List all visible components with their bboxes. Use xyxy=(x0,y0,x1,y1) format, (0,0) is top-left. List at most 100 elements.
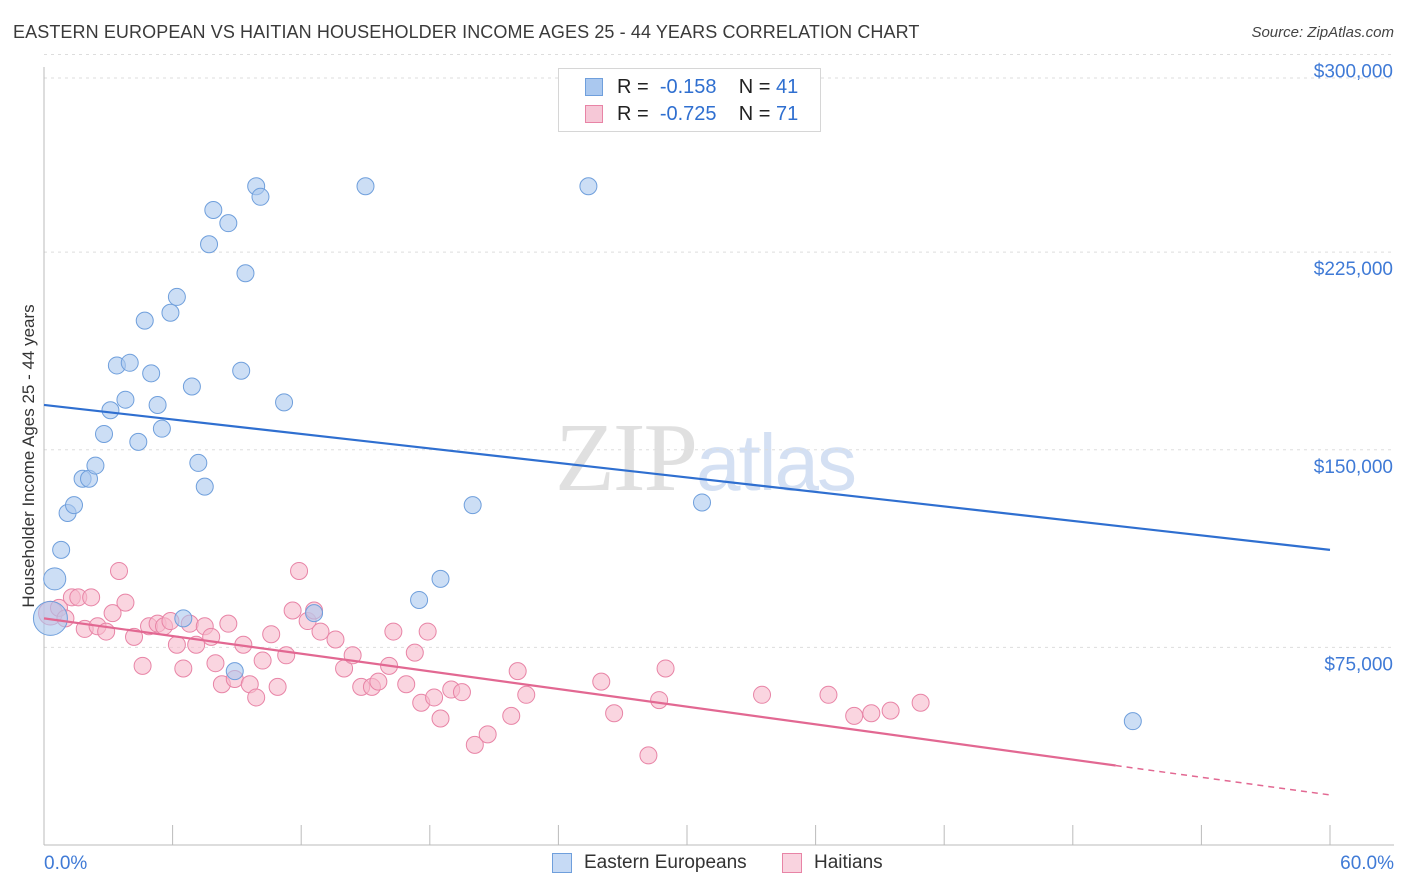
haitian-point xyxy=(845,706,864,725)
legend-r-value: -0.158 xyxy=(659,75,717,98)
haitian-point xyxy=(881,701,900,720)
eastern-european-point xyxy=(305,604,324,623)
eastern-european-point xyxy=(225,662,244,681)
haitian-point xyxy=(110,561,129,580)
legend-label-eastern-europeans: Eastern Europeans xyxy=(584,852,747,873)
eastern-european-point xyxy=(86,456,105,475)
haitian-point xyxy=(262,625,281,644)
eastern-european-point xyxy=(52,540,71,559)
eastern-european-point xyxy=(275,393,294,412)
haitian-point xyxy=(418,622,437,641)
legend-r-value: -0.725 xyxy=(659,102,717,125)
haitian-point xyxy=(311,622,330,641)
legend-r-label: R = xyxy=(617,75,649,98)
haitian-point xyxy=(290,561,309,580)
x-tick-label-min: 0.0% xyxy=(44,853,87,874)
haitian-point xyxy=(465,735,484,754)
eastern-european-point xyxy=(1123,712,1142,731)
haitian-point xyxy=(174,659,193,678)
haitian-point xyxy=(592,672,611,691)
y-tick-label: $225,000 xyxy=(1314,259,1393,280)
legend-item-eastern-europeans: Eastern Europeans xyxy=(552,852,747,874)
source-label: Source: ZipAtlas.com xyxy=(1251,24,1394,41)
eastern-european-point xyxy=(95,424,114,443)
eastern-european-point xyxy=(65,496,84,515)
haitian-point xyxy=(753,685,772,704)
eastern-european-point xyxy=(579,177,598,196)
eastern-european-point xyxy=(182,377,201,396)
eastern-european-point xyxy=(200,235,219,254)
eastern-europeans-points xyxy=(32,177,1142,731)
haitian-point xyxy=(167,635,186,654)
haitian-point xyxy=(478,725,497,744)
legend-row-eastern-europeans: R = -0.158 N = 41 xyxy=(585,75,798,99)
legend-n-label: N = xyxy=(738,75,771,98)
eastern-european-point xyxy=(463,496,482,515)
haitian-point xyxy=(253,651,272,670)
haitian-point xyxy=(639,746,658,765)
legend-row-haitians: R = -0.725 N = 71 xyxy=(585,102,798,126)
watermark-atlas: atlas xyxy=(696,418,857,507)
legend-swatch-pink xyxy=(782,853,802,873)
haitian-point xyxy=(125,627,144,646)
y-axis-tick-labels: $75,000 $150,000 $225,000 $300,000 xyxy=(1314,62,1393,676)
haitian-point xyxy=(452,683,471,702)
eastern-european-point xyxy=(236,264,255,283)
trend-line-haitians xyxy=(43,617,1116,767)
haitian-point xyxy=(517,685,536,704)
haitian-point xyxy=(425,688,444,707)
trend-line-extension xyxy=(1115,764,1331,796)
y-tick-label: $150,000 xyxy=(1314,457,1393,478)
axes xyxy=(43,67,1394,846)
haitian-point xyxy=(862,704,881,723)
legend-n-value: 71 xyxy=(776,102,799,125)
haitian-point xyxy=(206,654,225,673)
legend-n-label: N = xyxy=(738,102,771,125)
grid-lines xyxy=(44,54,1394,648)
haitian-point xyxy=(397,675,416,694)
correlation-legend: R = -0.158 N = 41 R = -0.725 N = 71 xyxy=(558,68,821,132)
eastern-european-point xyxy=(101,401,120,420)
eastern-european-point xyxy=(410,590,429,609)
eastern-european-point xyxy=(189,453,208,472)
eastern-european-point xyxy=(148,395,167,414)
legend-label-haitians: Haitians xyxy=(814,852,883,873)
haitian-point xyxy=(502,706,521,725)
eastern-european-point xyxy=(129,432,148,451)
haitian-point xyxy=(268,677,287,696)
legend-item-haitians: Haitians xyxy=(782,852,883,874)
haitian-point xyxy=(911,693,930,712)
haitian-point xyxy=(283,601,302,620)
watermark-zip: ZIP xyxy=(555,404,698,512)
haitian-point xyxy=(219,614,238,633)
haitian-point xyxy=(431,709,450,728)
series-legend: Eastern Europeans Haitians xyxy=(0,852,1406,878)
eastern-european-point xyxy=(693,493,712,512)
haitian-point xyxy=(133,656,152,675)
eastern-european-point xyxy=(152,419,171,438)
haitian-point xyxy=(82,588,101,607)
haitian-point xyxy=(605,704,624,723)
eastern-european-point xyxy=(219,214,238,233)
haitian-point xyxy=(384,622,403,641)
eastern-european-point xyxy=(431,569,450,588)
trend-line-eastern-europeans xyxy=(43,403,1331,551)
eastern-european-point xyxy=(232,361,251,380)
legend-n-value: 41 xyxy=(776,75,799,98)
eastern-european-point xyxy=(43,567,67,591)
eastern-european-point xyxy=(135,311,154,330)
haitian-point xyxy=(103,604,122,623)
y-tick-label: $75,000 xyxy=(1324,654,1393,675)
chart-title: EASTERN EUROPEAN VS HAITIAN HOUSEHOLDER … xyxy=(13,22,920,42)
x-axis-ticks xyxy=(43,825,1331,845)
x-axis-tick-labels: 0.0% 60.0% xyxy=(44,853,1394,874)
haitian-point xyxy=(650,691,669,710)
trend-lines xyxy=(43,403,1331,796)
eastern-european-point xyxy=(356,177,375,196)
haitian-point xyxy=(405,643,424,662)
eastern-european-point xyxy=(174,609,193,628)
haitian-point xyxy=(508,662,527,681)
eastern-european-point xyxy=(204,200,223,219)
y-tick-label: $300,000 xyxy=(1314,62,1393,83)
haitian-point xyxy=(656,659,675,678)
